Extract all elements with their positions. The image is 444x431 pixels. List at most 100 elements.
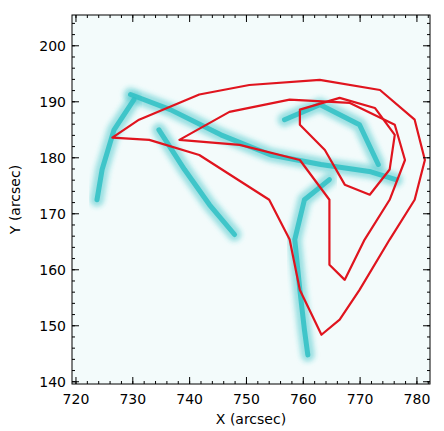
minor-tick xyxy=(427,146,430,147)
x-tick-label: 730 xyxy=(119,391,146,407)
minor-tick xyxy=(72,292,75,293)
minor-tick xyxy=(178,381,179,384)
minor-tick xyxy=(72,336,75,337)
minor-tick xyxy=(291,15,292,18)
minor-tick xyxy=(382,381,383,384)
minor-tick xyxy=(428,15,429,18)
minor-tick xyxy=(427,180,430,181)
minor-tick xyxy=(348,15,349,18)
x-tick-label: 740 xyxy=(176,391,203,407)
y-tick xyxy=(423,101,430,102)
minor-tick xyxy=(98,381,99,384)
minor-tick xyxy=(223,15,224,18)
x-tick xyxy=(246,15,247,22)
minor-tick xyxy=(337,15,338,18)
minor-tick xyxy=(405,381,406,384)
minor-tick xyxy=(427,336,430,337)
y-tick xyxy=(423,213,430,214)
y-tick xyxy=(72,101,79,102)
minor-tick xyxy=(110,381,111,384)
y-tick xyxy=(72,325,79,326)
minor-tick xyxy=(155,381,156,384)
minor-tick xyxy=(337,381,338,384)
x-tick xyxy=(360,15,361,22)
minor-tick xyxy=(72,314,75,315)
minor-tick xyxy=(326,15,327,18)
y-tick-label: 150 xyxy=(39,318,66,334)
y-tick-label: 180 xyxy=(39,150,66,166)
minor-tick xyxy=(235,381,236,384)
minor-tick xyxy=(427,280,430,281)
minor-tick xyxy=(72,124,75,125)
y-tick-label: 170 xyxy=(39,206,66,222)
minor-tick xyxy=(269,381,270,384)
y-tick xyxy=(423,45,430,46)
minor-tick xyxy=(427,202,430,203)
minor-tick xyxy=(72,247,75,248)
minor-tick xyxy=(427,258,430,259)
minor-tick xyxy=(394,15,395,18)
minor-tick xyxy=(314,15,315,18)
y-tick-label: 140 xyxy=(39,374,66,390)
minor-tick xyxy=(291,381,292,384)
minor-tick xyxy=(427,314,430,315)
y-tick-label: 160 xyxy=(39,262,66,278)
minor-tick xyxy=(427,370,430,371)
x-tick xyxy=(416,15,417,22)
minor-tick xyxy=(427,90,430,91)
chart: 7207307407507607707801401501601701801902… xyxy=(0,0,444,431)
x-tick-label: 720 xyxy=(63,391,90,407)
minor-tick xyxy=(427,124,430,125)
plot-bg xyxy=(72,15,430,384)
x-tick xyxy=(360,377,361,384)
minor-tick xyxy=(427,112,430,113)
x-tick-label: 770 xyxy=(347,391,374,407)
x-tick xyxy=(303,377,304,384)
minor-tick xyxy=(110,15,111,18)
minor-tick xyxy=(427,348,430,349)
minor-tick xyxy=(427,135,430,136)
y-tick xyxy=(423,269,430,270)
minor-tick xyxy=(382,15,383,18)
minor-tick xyxy=(72,359,75,360)
x-tick xyxy=(132,15,133,22)
y-tick-label: 200 xyxy=(39,38,66,54)
minor-tick xyxy=(87,15,88,18)
x-tick xyxy=(75,15,76,22)
minor-tick xyxy=(371,15,372,18)
minor-tick xyxy=(72,112,75,113)
minor-tick xyxy=(72,68,75,69)
y-axis-title: Y (arcsec) xyxy=(7,165,23,235)
emission-glow xyxy=(295,180,330,355)
minor-tick xyxy=(166,15,167,18)
minor-tick xyxy=(72,79,75,80)
y-tick-label: 190 xyxy=(39,94,66,110)
minor-tick xyxy=(427,68,430,69)
minor-tick xyxy=(72,202,75,203)
x-tick-label: 780 xyxy=(404,391,431,407)
x-tick xyxy=(132,377,133,384)
minor-tick xyxy=(72,191,75,192)
minor-tick xyxy=(72,34,75,35)
minor-tick xyxy=(72,90,75,91)
minor-tick xyxy=(144,15,145,18)
minor-tick xyxy=(121,381,122,384)
x-tick xyxy=(189,377,190,384)
minor-tick xyxy=(166,381,167,384)
minor-tick xyxy=(72,236,75,237)
minor-tick xyxy=(121,15,122,18)
minor-tick xyxy=(427,79,430,80)
y-tick xyxy=(423,157,430,158)
minor-tick xyxy=(394,381,395,384)
minor-tick xyxy=(280,15,281,18)
minor-tick xyxy=(72,180,75,181)
minor-tick xyxy=(155,15,156,18)
minor-tick xyxy=(405,15,406,18)
minor-tick xyxy=(427,56,430,57)
minor-tick xyxy=(212,381,213,384)
x-tick xyxy=(75,377,76,384)
minor-tick xyxy=(257,381,258,384)
y-tick xyxy=(423,381,430,382)
minor-tick xyxy=(427,191,430,192)
minor-tick xyxy=(427,247,430,248)
